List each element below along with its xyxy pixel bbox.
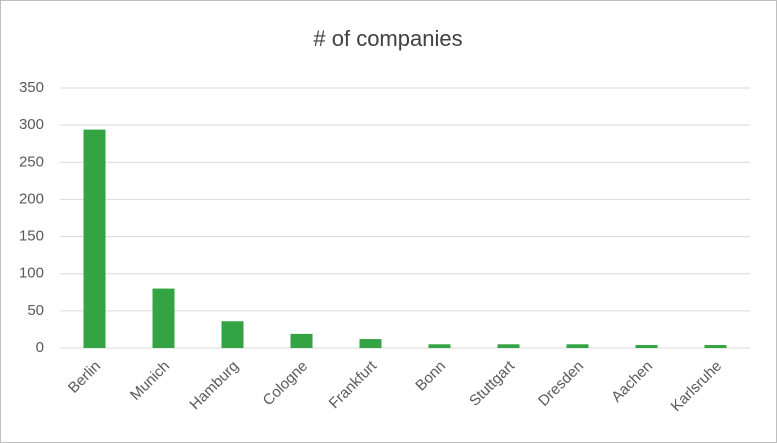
y-tick-label: 250: [19, 153, 44, 170]
y-tick-label: 350: [19, 79, 44, 96]
y-tick-label: 100: [19, 265, 44, 282]
bar: [428, 344, 451, 348]
bar: [290, 333, 313, 348]
y-tick-label: 0: [36, 339, 44, 356]
y-tick-label: 300: [19, 116, 44, 133]
bar: [83, 129, 106, 348]
y-tick-label: 50: [27, 302, 44, 319]
bar: [359, 339, 382, 348]
bar: [152, 288, 175, 348]
bar: [221, 321, 244, 348]
bar: [566, 344, 589, 348]
y-tick-label: 150: [19, 228, 44, 245]
bar: [635, 345, 658, 348]
y-tick-label: 200: [19, 190, 44, 207]
bar: [497, 344, 520, 348]
chart-title: # of companies: [313, 26, 462, 51]
bar: [704, 345, 727, 348]
